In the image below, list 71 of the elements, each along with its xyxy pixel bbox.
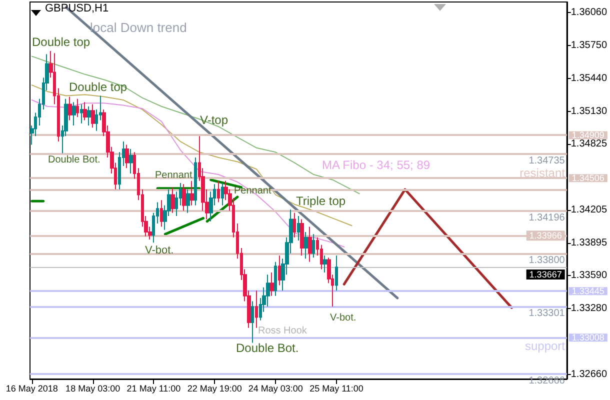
candlestick <box>125 144 129 169</box>
annotation: Triple top <box>296 194 346 208</box>
y-tick-label: 1.32660 <box>570 369 608 380</box>
y-tick-label: 1.33895 <box>570 238 608 249</box>
candlestick <box>171 186 175 214</box>
candlestick <box>300 218 304 256</box>
candlestick <box>217 180 220 203</box>
annotation: local Down trend <box>90 20 187 35</box>
annotation: Double Bot. <box>48 154 100 166</box>
candlestick <box>251 300 254 344</box>
x-tick-label: 21 May 11:00 <box>126 384 181 394</box>
candlestick <box>83 102 87 121</box>
candlestick <box>182 184 186 212</box>
candlestick <box>72 102 76 126</box>
candlestick <box>129 148 133 174</box>
candlestick <box>194 156 197 206</box>
candlestick <box>312 234 315 258</box>
candlestick <box>278 254 281 286</box>
x-tick-label: 22 May 19:00 <box>187 384 242 394</box>
candlestick <box>274 261 277 296</box>
y-tick-label: 1.35750 <box>570 40 608 52</box>
annotation: Double top <box>69 80 128 94</box>
ref-line-label: 1.33667 <box>529 269 562 280</box>
ref-line-label: 1.33301 <box>528 308 566 319</box>
x-tick-label: 18 May 03:00 <box>66 384 120 394</box>
candlestick <box>190 180 194 206</box>
ref-line-label: 1.34735 <box>528 155 566 166</box>
x-tick-label: 24 May 03:00 <box>248 384 303 394</box>
ref-line-label: 1.33008 <box>572 332 604 343</box>
ref-line-label: 1.33966 <box>529 230 562 241</box>
candlestick <box>186 188 190 214</box>
y-tick-label: 1.35130 <box>570 106 608 118</box>
annotation: V-bot. <box>330 312 356 324</box>
candlestick <box>308 226 312 262</box>
candlestick <box>293 212 296 238</box>
annotation: Pennant <box>234 185 272 196</box>
candlestick <box>323 254 327 274</box>
annotation: V-top <box>200 113 228 128</box>
annotation: V-bot. <box>145 244 174 256</box>
annotation: Pennant <box>155 170 192 181</box>
candlestick <box>255 290 258 328</box>
y-tick-label: 1.33590 <box>570 270 608 282</box>
ref-line-label: 1.34909 <box>572 130 604 140</box>
annotation: Double Bot. <box>236 341 299 355</box>
annotation: Ross Hook <box>258 326 308 336</box>
annotation: Double top <box>32 35 90 49</box>
x-tick-label: 25 May 11:00 <box>310 384 364 394</box>
line-series <box>31 99 345 248</box>
candlestick <box>76 98 79 118</box>
candlestick <box>87 106 91 126</box>
candlestick <box>335 254 338 292</box>
annotation: resistant <box>520 166 566 180</box>
candlestick <box>91 104 95 128</box>
candlestick <box>270 272 274 296</box>
y-tick-label: 1.34825 <box>570 138 608 150</box>
y-tick-label: 1.35440 <box>570 73 608 84</box>
candlestick <box>68 96 72 121</box>
ref-line-label: 1.33800 <box>528 254 566 266</box>
candlestick <box>221 182 224 206</box>
ref-line-label: 1.34196 <box>528 212 566 224</box>
ref-line-label: 1.34506 <box>572 173 604 184</box>
x-tick-label: 16 May 2018 <box>6 384 58 394</box>
annotation: MA Fibo - 34; 55; 89 <box>322 158 430 172</box>
candlestick <box>160 200 163 228</box>
ref-line-label: 1.33445 <box>572 286 604 296</box>
y-tick-label: 1.33280 <box>570 303 608 314</box>
candlestick <box>297 216 300 242</box>
y-tick-label: 1.34205 <box>570 204 608 216</box>
candlestick <box>304 232 308 260</box>
candlestick <box>80 104 83 124</box>
y-tick-label: 1.36060 <box>570 7 608 18</box>
